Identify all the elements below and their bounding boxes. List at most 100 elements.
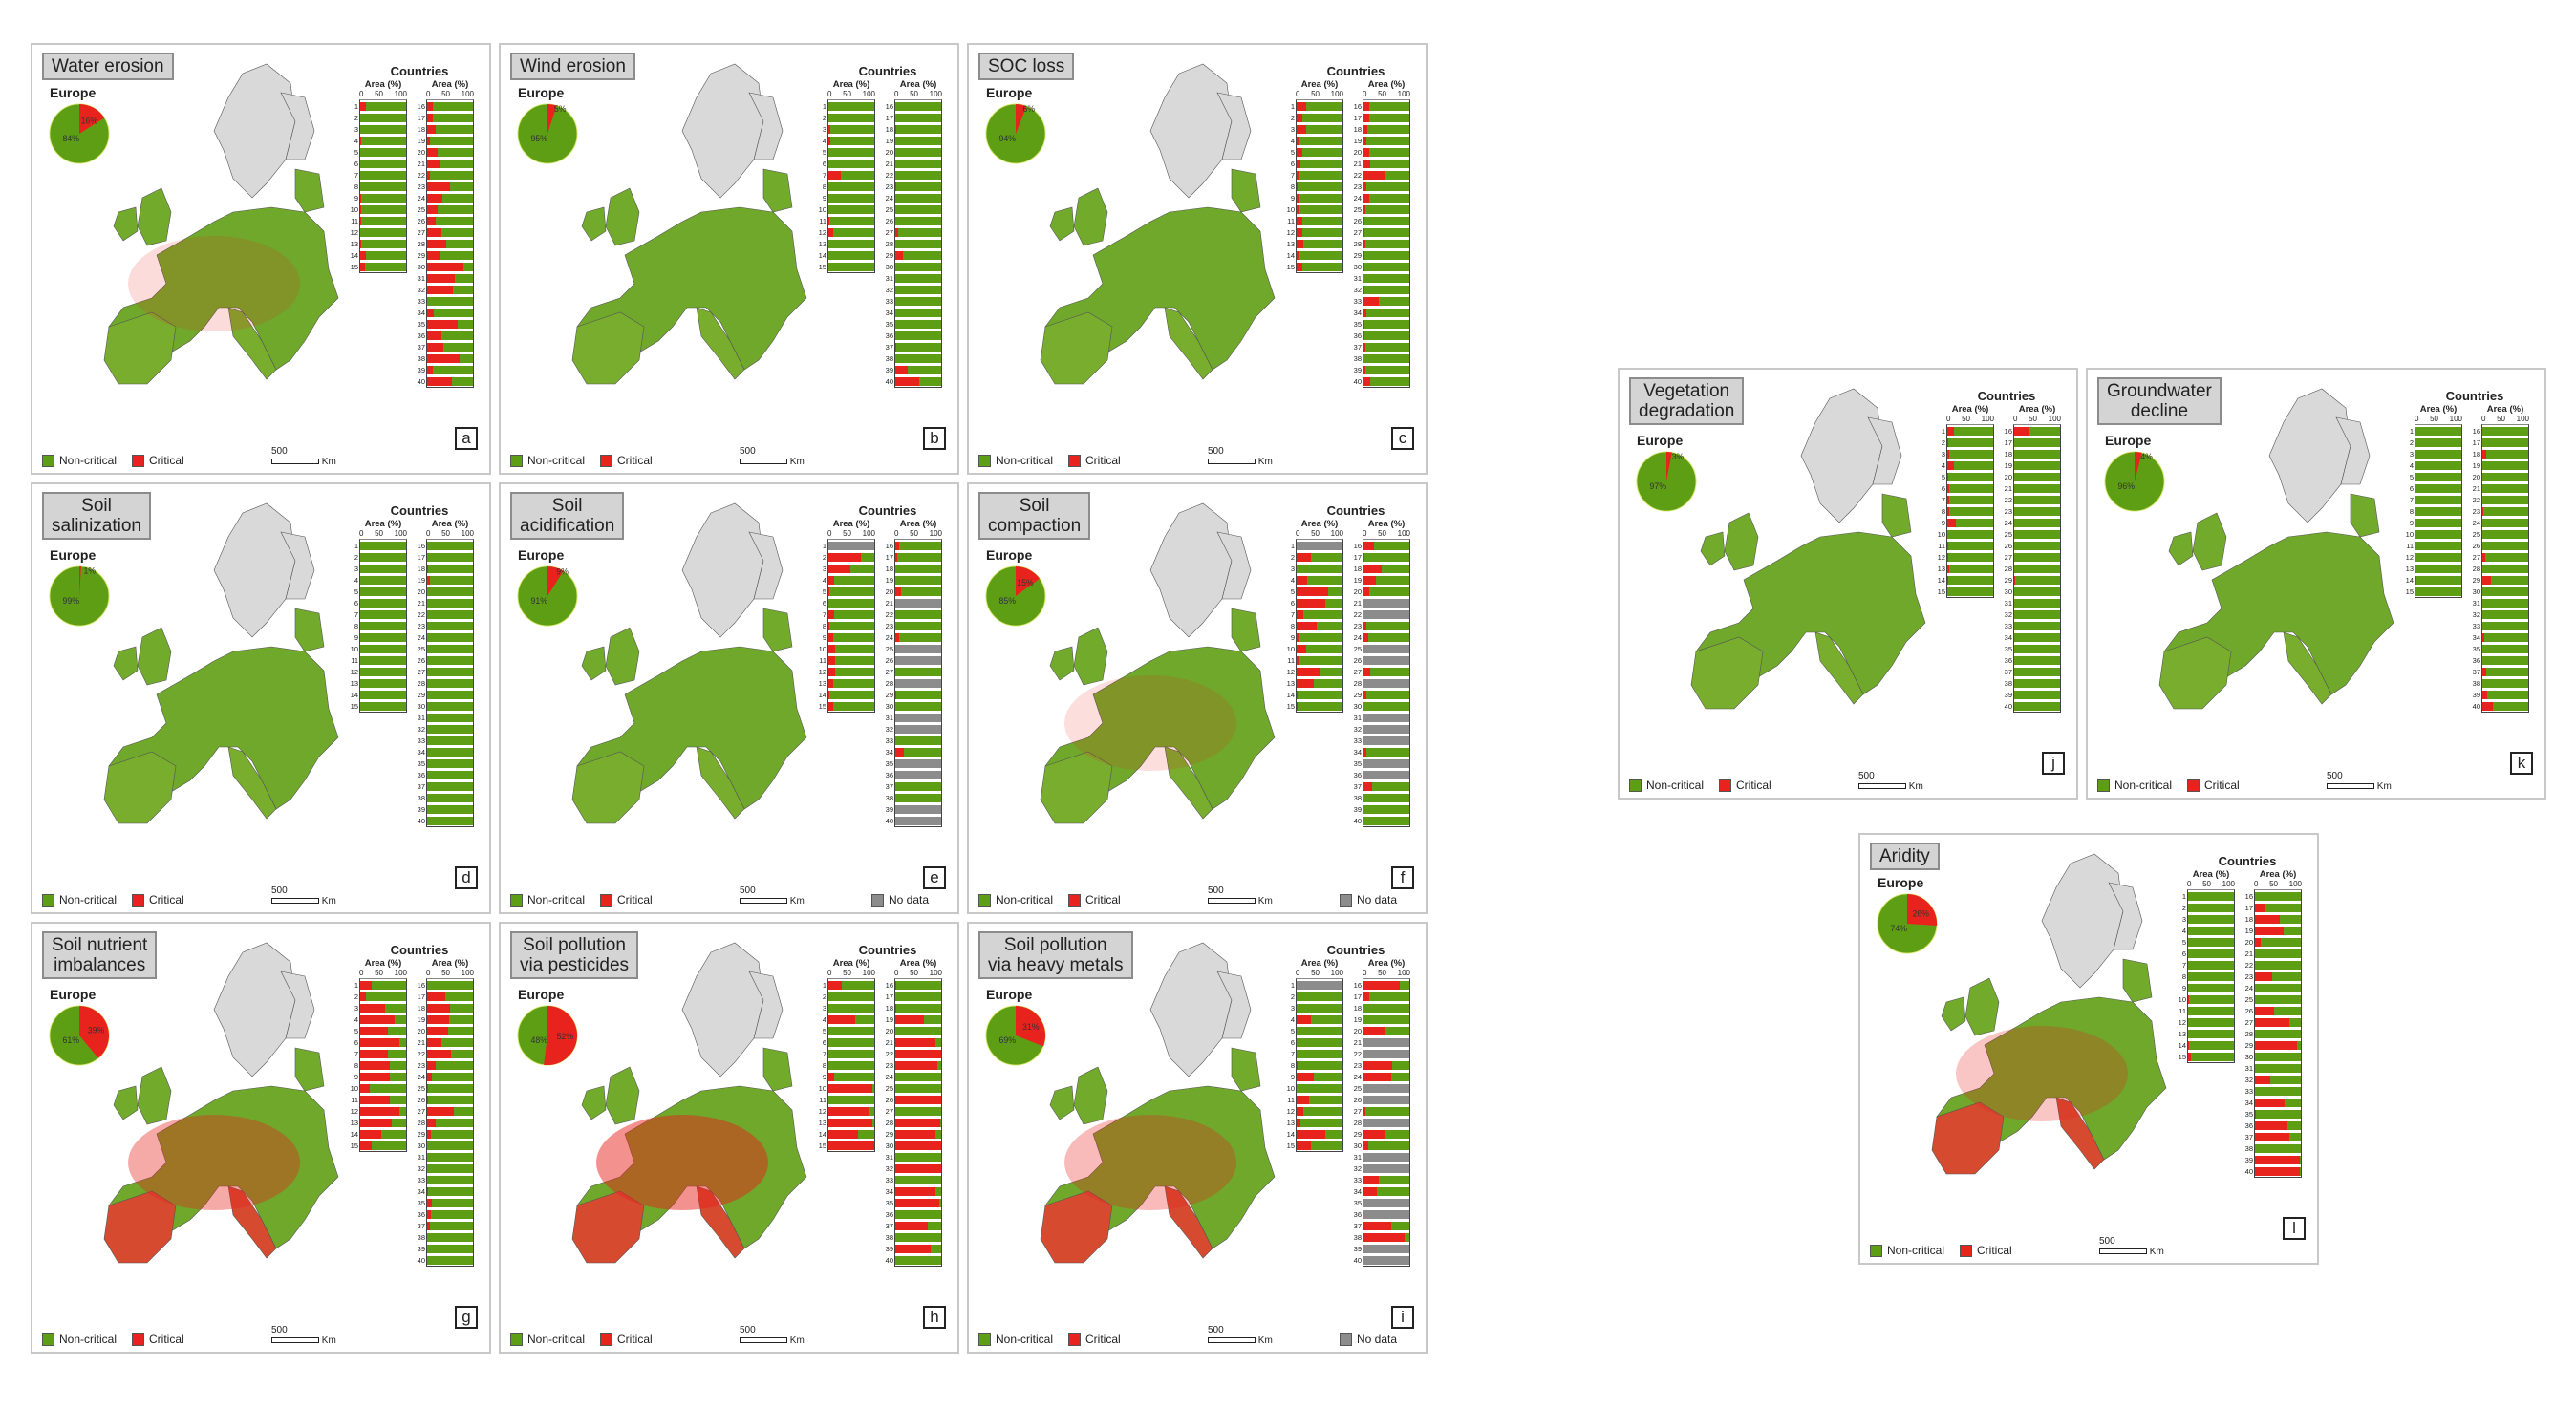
critical-segment	[1363, 136, 1366, 145]
country-bar-row: 17	[2245, 902, 2301, 913]
country-bars-col-1: Area (%) 0 50 100 1 2 3 4 5 6 7 8 9 10 11 12 13 14 15	[350, 79, 407, 273]
country-number: 5	[354, 1026, 358, 1035]
country-bar	[895, 170, 941, 180]
country-bar	[427, 365, 473, 374]
noncritical-segment	[1955, 518, 1993, 527]
country-bar-row: 10	[1287, 203, 1342, 215]
critical-segment	[1947, 518, 1956, 527]
svg-text:39%: 39%	[88, 1026, 105, 1035]
country-number: 28	[885, 239, 893, 248]
countries-title: Countries	[390, 64, 449, 78]
noncritical-segment	[2188, 891, 2234, 901]
noncritical-segment	[2014, 655, 2060, 665]
map-panel-h: Soil pollution via pesticides Europe 48% 5…	[499, 922, 959, 1354]
noncritical-segment	[895, 781, 941, 791]
noncritical-segment	[1302, 609, 1342, 619]
noncritical-segment	[2014, 472, 2060, 481]
country-bar	[2415, 541, 2461, 550]
country-number: 24	[417, 632, 425, 642]
country-number: 16	[885, 980, 893, 990]
country-bar	[1363, 609, 1409, 619]
country-bar	[427, 1209, 473, 1219]
country-number: 27	[1353, 667, 1362, 676]
europe-label: Europe	[50, 987, 97, 1002]
country-bar-row: 17	[418, 551, 473, 563]
country-bar	[427, 667, 473, 676]
country-bar	[1297, 980, 1342, 990]
noncritical-segment	[441, 227, 473, 237]
noncritical-swatch-icon	[1870, 1244, 1882, 1257]
critical-segment	[1947, 460, 1954, 470]
critical-segment	[427, 575, 430, 585]
country-bar	[895, 781, 941, 791]
critical-segment	[1297, 1072, 1315, 1081]
country-number: 22	[417, 170, 425, 180]
noncritical-segment	[453, 285, 473, 294]
country-bar	[2014, 609, 2060, 619]
noncritical-segment	[441, 331, 473, 340]
country-number: 37	[885, 1221, 893, 1230]
country-bar	[360, 541, 406, 550]
country-bar-row: 15	[1938, 586, 1993, 597]
country-number: 18	[2004, 449, 2012, 459]
noncritical-segment	[1949, 564, 1993, 573]
country-bar-row: 17	[2473, 437, 2528, 448]
country-number: 25	[885, 204, 893, 214]
country-bar	[895, 816, 941, 825]
country-bar-row: 24	[2245, 982, 2301, 993]
area-axis-label: Area (%)	[1367, 79, 1406, 90]
noncritical-segment	[828, 1049, 874, 1058]
critical-segment	[1363, 541, 1374, 550]
country-number: 30	[417, 262, 425, 271]
country-bar	[360, 124, 406, 134]
country-bars-col-2: Area (%) 0 50 100 16 17 18 19 20 21 22 23 24 25 26 27 28…	[885, 79, 942, 388]
country-bar-row: 16	[2005, 425, 2060, 437]
country-bar	[360, 1095, 406, 1104]
country-number: 36	[2004, 655, 2012, 665]
critical-segment	[1363, 319, 1364, 329]
country-bar	[895, 980, 941, 990]
svg-text:91%: 91%	[531, 596, 548, 606]
country-bar	[1363, 1255, 1409, 1265]
country-number: 21	[1353, 159, 1362, 168]
legend-critical: Critical	[600, 893, 653, 907]
noncritical-segment	[2415, 426, 2461, 436]
area-axis-ticks: 0 50 100	[2415, 415, 2462, 424]
noncritical-segment	[360, 655, 406, 665]
country-bar	[895, 770, 941, 779]
country-bar-row: 13	[819, 238, 874, 249]
scale-bar: 500 Km	[2327, 771, 2392, 792]
panel-letter: i	[1391, 1306, 1414, 1329]
country-bar	[895, 1163, 941, 1173]
country-number: 16	[1353, 980, 1362, 990]
panel-title: Wind erosion	[510, 53, 635, 80]
country-number: 36	[1353, 770, 1362, 779]
europe-label: Europe	[518, 85, 565, 100]
legend-critical-label: Critical	[1085, 454, 1121, 467]
country-number: 10	[350, 644, 358, 653]
tick-label: 50	[1311, 90, 1320, 98]
country-bars-col-2: Area (%) 0 50 100 16 17 18 19 20 21 22 23 24 25 26 27 28…	[885, 519, 942, 827]
noncritical-segment	[435, 124, 473, 134]
area-axis-label: Area (%)	[1367, 958, 1406, 969]
noncritical-segment	[440, 159, 473, 168]
europe-label: Europe	[986, 85, 1033, 100]
europe-pie-chart: 91%9%	[517, 565, 578, 627]
noncritical-segment	[2255, 994, 2301, 1004]
critical-segment	[2014, 426, 2030, 436]
country-bar-row: 24	[2005, 517, 2060, 528]
nodata-segment	[1363, 724, 1409, 734]
scale-line-icon	[271, 898, 319, 905]
map-panel-d: Soil salinization Europe 99% 1% Countries …	[31, 482, 491, 914]
country-number: 24	[2244, 983, 2253, 992]
country-bar	[1363, 1175, 1409, 1184]
country-bar	[2255, 1132, 2301, 1141]
country-number: 23	[2244, 971, 2253, 981]
noncritical-segment	[2188, 903, 2234, 912]
noncritical-segment	[1390, 1072, 1409, 1081]
country-number: 21	[417, 1037, 425, 1047]
country-bar-row: 18	[886, 1002, 941, 1013]
noncritical-segment	[427, 1232, 473, 1242]
countries-title: Countries	[858, 943, 917, 957]
country-bar	[1297, 250, 1342, 260]
